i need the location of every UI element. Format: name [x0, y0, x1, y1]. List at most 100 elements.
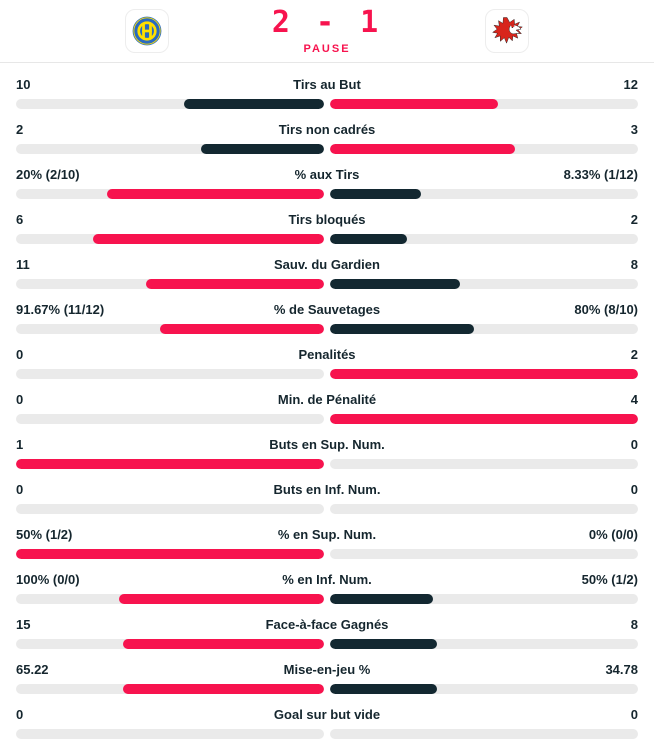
- home-bar-fill: [123, 639, 324, 649]
- stat-label: Tirs au But: [293, 77, 361, 92]
- stat-bars: [16, 189, 638, 199]
- stat-row: 0 Goal sur but vide 0: [16, 707, 638, 739]
- home-bar-track: [16, 234, 324, 244]
- stat-text-line: 11 Sauv. du Gardien 8: [16, 257, 638, 272]
- away-stat-value: 50% (1/2): [581, 572, 638, 587]
- home-bar-track: [16, 504, 324, 514]
- stat-row: 6 Tirs bloqués 2: [16, 212, 638, 244]
- stat-bars: [16, 639, 638, 649]
- home-bar-fill: [93, 234, 324, 244]
- stats-list: 10 Tirs au But 12 2 Tirs non cadrés 3: [0, 63, 654, 739]
- stat-text-line: 0 Min. de Pénalité 4: [16, 392, 638, 407]
- away-stat-value: 0: [630, 482, 638, 497]
- away-stat-value: 2: [630, 347, 638, 362]
- stat-bars: [16, 504, 638, 514]
- stat-text-line: 100% (0/0) % en Inf. Num. 50% (1/2): [16, 572, 638, 587]
- stat-label: Sauv. du Gardien: [274, 257, 380, 272]
- away-stat-value: 8.33% (1/12): [563, 167, 638, 182]
- stat-bars: [16, 459, 638, 469]
- stat-row: 1 Buts en Sup. Num. 0: [16, 437, 638, 469]
- home-bar-fill: [16, 549, 324, 559]
- away-bar-track: [330, 414, 638, 424]
- stat-text-line: 6 Tirs bloqués 2: [16, 212, 638, 227]
- stat-row: 100% (0/0) % en Inf. Num. 50% (1/2): [16, 572, 638, 604]
- away-bar-track: [330, 369, 638, 379]
- away-bar-fill: [330, 144, 515, 154]
- home-team-crest-icon: [132, 16, 162, 46]
- home-bar-fill: [106, 189, 324, 199]
- home-bar-track: [16, 324, 324, 334]
- away-bar-track: [330, 684, 638, 694]
- home-bar-track: [16, 459, 324, 469]
- home-bar-track: [16, 99, 324, 109]
- away-stat-value: 34.78: [605, 662, 638, 677]
- away-bar-track: [330, 639, 638, 649]
- away-bar-fill: [330, 414, 638, 424]
- away-bar-track: [330, 549, 638, 559]
- away-bar-fill: [330, 279, 460, 289]
- stat-bars: [16, 279, 638, 289]
- home-stat-value: 0: [16, 707, 24, 722]
- stat-row: 11 Sauv. du Gardien 8: [16, 257, 638, 289]
- stat-label: % en Inf. Num.: [282, 572, 372, 587]
- home-stat-value: 11: [16, 257, 30, 272]
- away-bar-fill: [330, 639, 438, 649]
- stat-row: 91.67% (11/12) % de Sauvetages 80% (8/10…: [16, 302, 638, 334]
- home-bar-track: [16, 594, 324, 604]
- stat-row: 2 Tirs non cadrés 3: [16, 122, 638, 154]
- stat-text-line: 0 Penalités 2: [16, 347, 638, 362]
- stat-text-line: 91.67% (11/12) % de Sauvetages 80% (8/10…: [16, 302, 638, 317]
- stat-row: 65.22 Mise-en-jeu % 34.78: [16, 662, 638, 694]
- home-bar-track: [16, 414, 324, 424]
- stat-row: 50% (1/2) % en Sup. Num. 0% (0/0): [16, 527, 638, 559]
- stat-label: % de Sauvetages: [273, 302, 381, 317]
- stat-text-line: 0 Goal sur but vide 0: [16, 707, 638, 722]
- away-bar-track: [330, 279, 638, 289]
- stat-label: Face-à-face Gagnés: [265, 617, 389, 632]
- away-bar-fill: [330, 324, 474, 334]
- match-header: 2 - 1 PAUSE: [0, 0, 654, 63]
- stat-text-line: 65.22 Mise-en-jeu % 34.78: [16, 662, 638, 677]
- stat-bars: [16, 324, 638, 334]
- score-text: 2 - 1: [271, 4, 383, 40]
- stat-bars: [16, 369, 638, 379]
- away-bar-fill: [330, 594, 433, 604]
- home-bar-track: [16, 549, 324, 559]
- stat-bars: [16, 414, 638, 424]
- home-team-logo[interactable]: [125, 9, 169, 53]
- away-bar-track: [330, 594, 638, 604]
- away-stat-value: 0% (0/0): [588, 527, 638, 542]
- stat-text-line: 1 Buts en Sup. Num. 0: [16, 437, 638, 452]
- away-bar-track: [330, 504, 638, 514]
- home-stat-value: 0: [16, 392, 24, 407]
- stat-bars: [16, 729, 638, 739]
- stat-text-line: 20% (2/10) % aux Tirs 8.33% (1/12): [16, 167, 638, 182]
- home-bar-fill: [145, 279, 324, 289]
- home-stat-value: 2: [16, 122, 24, 137]
- away-bar-fill: [330, 189, 421, 199]
- stat-label: Min. de Pénalité: [277, 392, 377, 407]
- stat-row: 20% (2/10) % aux Tirs 8.33% (1/12): [16, 167, 638, 199]
- stat-bars: [16, 234, 638, 244]
- stat-row: 10 Tirs au But 12: [16, 77, 638, 109]
- stat-text-line: 15 Face-à-face Gagnés 8: [16, 617, 638, 632]
- stat-text-line: 10 Tirs au But 12: [16, 77, 638, 92]
- home-bar-fill: [200, 144, 324, 154]
- away-team-logo[interactable]: [485, 9, 529, 53]
- home-bar-fill: [123, 684, 324, 694]
- stat-label: Tirs bloqués: [288, 212, 366, 227]
- match-status: PAUSE: [303, 42, 351, 55]
- away-bar-fill: [330, 234, 407, 244]
- away-stat-value: 8: [630, 257, 638, 272]
- stat-text-line: 2 Tirs non cadrés 3: [16, 122, 638, 137]
- away-bar-track: [330, 234, 638, 244]
- home-stat-value: 50% (1/2): [16, 527, 73, 542]
- home-stat-value: 0: [16, 482, 24, 497]
- stat-bars: [16, 594, 638, 604]
- home-stat-value: 10: [16, 77, 31, 92]
- home-stat-value: 100% (0/0): [16, 572, 80, 587]
- home-stat-value: 91.67% (11/12): [16, 302, 105, 317]
- stat-bars: [16, 144, 638, 154]
- away-bar-track: [330, 189, 638, 199]
- home-bar-fill: [184, 99, 324, 109]
